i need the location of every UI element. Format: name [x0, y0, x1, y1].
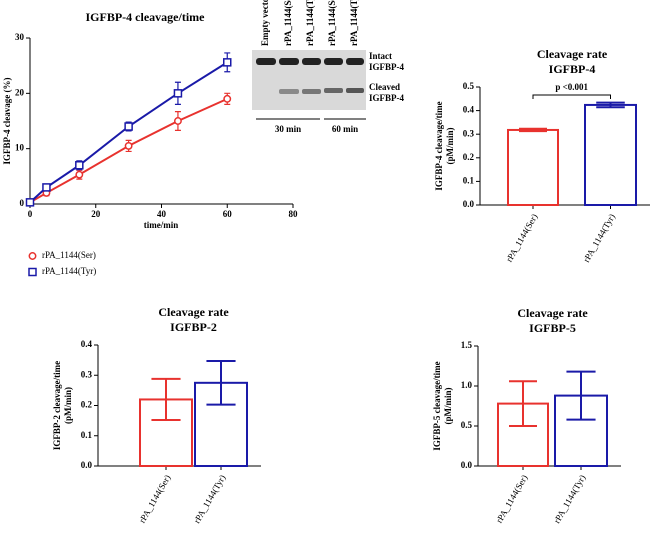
x-tick-label: rPA_1144(Tyr) [552, 473, 588, 525]
band [279, 89, 299, 94]
band [324, 88, 343, 93]
band-label: Cleaved [369, 82, 400, 92]
annotation: p <0.001 [555, 82, 588, 92]
y-tick-label: 0.0 [81, 460, 93, 470]
lane-label: rPA_1144(Ser) [283, 0, 293, 46]
chart-title: Cleavage rate [517, 306, 588, 320]
y-tick-label: 0.5 [461, 420, 473, 430]
point [75, 170, 84, 179]
band [279, 58, 299, 65]
band [346, 58, 364, 65]
error-bar [596, 101, 625, 109]
point [223, 58, 232, 67]
y-axis-label: IGFBP-4 cleavage/time [434, 101, 444, 190]
y-axis-label: (pM/min) [63, 387, 73, 424]
y-axis-label: IGFBP-2 cleavage/time [52, 361, 62, 450]
x-tick-label: 40 [157, 209, 167, 219]
band [346, 88, 364, 93]
chart-title: Cleavage rate [158, 305, 229, 319]
band [256, 58, 276, 65]
time-label: 60 min [332, 124, 358, 134]
chart-subtitle: IGFBP-2 [170, 320, 217, 334]
legend-marker [28, 267, 37, 277]
y-tick-label: 0 [20, 198, 25, 208]
y-tick-label: 10 [15, 143, 25, 153]
lane-label: rPA_1144(Tyr) [349, 0, 359, 46]
band [302, 58, 321, 65]
point [75, 161, 84, 170]
x-tick-label: rPA_1144(Tyr) [581, 212, 617, 264]
point [124, 141, 133, 150]
y-tick-label: 0.3 [81, 369, 93, 379]
y-tick-label: 20 [15, 87, 25, 97]
point [223, 94, 232, 103]
band [302, 89, 321, 94]
error-bar [519, 127, 547, 133]
x-axis-label: time/min [144, 220, 179, 230]
lane-label: Empty vector [260, 0, 270, 46]
y-tick-label: 0.4 [81, 339, 93, 349]
series-line [29, 61, 228, 204]
x-tick-label: 60 [223, 209, 233, 219]
point [25, 198, 35, 207]
chart-title: Cleavage rate [537, 47, 608, 61]
y-tick-label: 0.1 [463, 175, 475, 185]
x-tick-label: rPA_1144(Ser) [494, 473, 530, 525]
x-tick-label: rPA_1144(Ser) [504, 212, 540, 264]
x-tick-label: 80 [289, 209, 299, 219]
legend-label: rPA_1144(Ser) [42, 250, 96, 260]
legend-marker [28, 252, 37, 260]
bar [584, 103, 637, 206]
y-axis-label: (pM/min) [445, 127, 455, 164]
x-tick-label: rPA_1144(Ser) [137, 473, 173, 525]
y-tick-label: 0.3 [463, 128, 475, 138]
y-tick-label: 1.0 [461, 380, 473, 390]
y-tick-label: 1.5 [461, 340, 473, 350]
lane-label: rPA_1144(Tyr) [305, 0, 315, 46]
time-label: 30 min [275, 124, 301, 134]
band-label: Intact [369, 51, 392, 61]
chart-subtitle: IGFBP-5 [529, 321, 576, 335]
y-tick-label: 30 [15, 32, 25, 42]
point [173, 89, 183, 98]
y-tick-label: 0.2 [463, 152, 475, 162]
y-tick-label: 0.1 [81, 430, 93, 440]
y-axis-label: (pM/min) [443, 387, 453, 424]
y-tick-label: 0.0 [463, 199, 475, 209]
x-tick-label: 20 [91, 209, 101, 219]
y-tick-label: 0.5 [463, 81, 475, 91]
y-tick-label: 0.2 [81, 400, 93, 410]
band-label: IGFBP-4 [369, 62, 404, 72]
x-tick-label: 0 [28, 209, 33, 219]
error-bar [509, 380, 537, 427]
band [324, 58, 343, 65]
y-axis-label: IGFBP-5 cleavage/time [432, 361, 442, 450]
chart-title: IGFBP-4 cleavage/time [86, 10, 206, 24]
bar [194, 381, 248, 467]
x-tick-label: rPA_1144(Tyr) [192, 473, 228, 525]
y-axis-label: IGFBP-4 cleavage (%) [2, 78, 12, 165]
bar [507, 128, 559, 206]
point [124, 122, 133, 131]
y-tick-label: 0.4 [463, 105, 475, 115]
legend-label: rPA_1144(Tyr) [42, 266, 96, 276]
chart-subtitle: IGFBP-4 [549, 62, 596, 76]
error-bar [206, 360, 236, 406]
point [42, 183, 51, 192]
significance-bracket [532, 94, 611, 99]
error-bar [566, 370, 596, 421]
band-label: IGFBP-4 [369, 93, 404, 103]
western-blot: Empty vector rPA_1144(Ser) rPA_1144(Tyr)… [252, 0, 404, 134]
lane-label: rPA_1144(Ser) [327, 0, 337, 46]
point [173, 117, 182, 125]
error-bar [151, 377, 181, 422]
y-tick-label: 0.0 [461, 460, 473, 470]
